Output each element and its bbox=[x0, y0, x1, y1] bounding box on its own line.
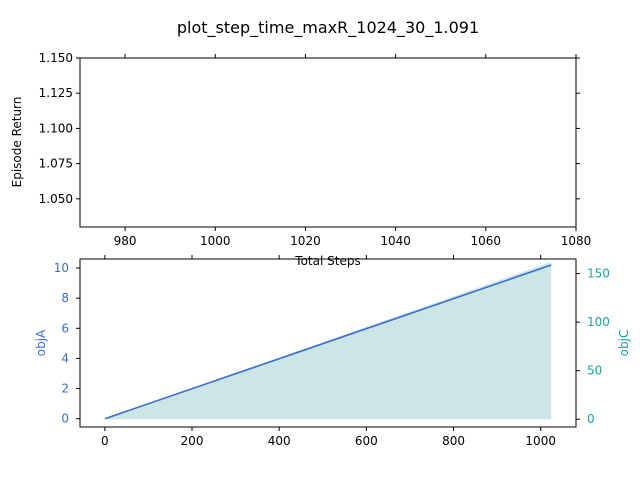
left-y-tick-label: 6 bbox=[61, 321, 69, 335]
objA-line-series bbox=[104, 264, 552, 420]
top-x-tick-label: 1020 bbox=[290, 234, 321, 248]
bottom-panel: 0 200 400 600 800 1000 0 2 4 6 8 10 0 50 100 150 objA… bbox=[34, 255, 631, 448]
top-x-ticks: 980 1000 1020 1040 1060 1080 bbox=[114, 54, 592, 248]
bottom-x-ticks: 0 200 400 600 800 1000 bbox=[101, 255, 556, 448]
bottom-x-tick-label: 200 bbox=[181, 434, 204, 448]
left-y-tick-label: 8 bbox=[61, 291, 69, 305]
bottom-right-y-ticks: 0 50 100 150 bbox=[576, 267, 610, 426]
left-y-tick-label: 10 bbox=[54, 261, 69, 275]
top-x-tick-label: 1080 bbox=[561, 234, 592, 248]
bottom-x-tick-label: 600 bbox=[355, 434, 378, 448]
top-y-tick-label: 1.075 bbox=[39, 157, 73, 171]
right-y-tick-label: 150 bbox=[587, 267, 610, 281]
right-y-tick-label: 100 bbox=[587, 315, 610, 329]
bottom-left-y-ticks: 0 2 4 6 8 10 bbox=[54, 261, 80, 426]
right-y-tick-label: 0 bbox=[587, 412, 595, 426]
left-y-tick-label: 0 bbox=[61, 412, 69, 426]
bottom-plot-frame bbox=[79, 258, 577, 428]
left-y-tick-label: 2 bbox=[61, 382, 69, 396]
top-y-tick-label: 1.150 bbox=[39, 51, 73, 65]
top-x-tick-label: 1040 bbox=[380, 234, 411, 248]
left-y-tick-label: 4 bbox=[61, 351, 69, 365]
right-y-axis-label-objC: objC bbox=[617, 330, 631, 357]
top-y-axis-label: Episode Return bbox=[10, 97, 24, 188]
top-y-tick-label: 1.050 bbox=[39, 192, 73, 206]
right-y-tick-label: 50 bbox=[587, 364, 602, 378]
top-x-tick-label: 1060 bbox=[471, 234, 502, 248]
bottom-x-tick-label: 0 bbox=[101, 434, 109, 448]
top-x-tick-label: 1000 bbox=[200, 234, 231, 248]
top-plot-frame bbox=[79, 57, 577, 228]
figure-title: plot_step_time_maxR_1024_30_1.091 bbox=[177, 18, 479, 38]
top-panel: 980 1000 1020 1040 1060 1080 1.0501.0751.1001… bbox=[10, 51, 591, 268]
top-x-axis-label: Total Steps bbox=[294, 254, 360, 268]
bottom-x-tick-label: 800 bbox=[442, 434, 465, 448]
top-y-ticks: 1.050 1.075 1.100 1.125 1.150 bbox=[39, 51, 580, 206]
top-x-tick-label: 980 bbox=[114, 234, 137, 248]
objA-line bbox=[104, 264, 552, 420]
top-y-tick-label: 1.125 bbox=[39, 86, 73, 100]
top-y-tick-label: 1.100 bbox=[39, 121, 73, 135]
left-y-axis-label-objA: objA bbox=[34, 329, 48, 356]
bottom-x-tick-label: 1000 bbox=[525, 434, 556, 448]
bottom-x-tick-label: 400 bbox=[268, 434, 291, 448]
